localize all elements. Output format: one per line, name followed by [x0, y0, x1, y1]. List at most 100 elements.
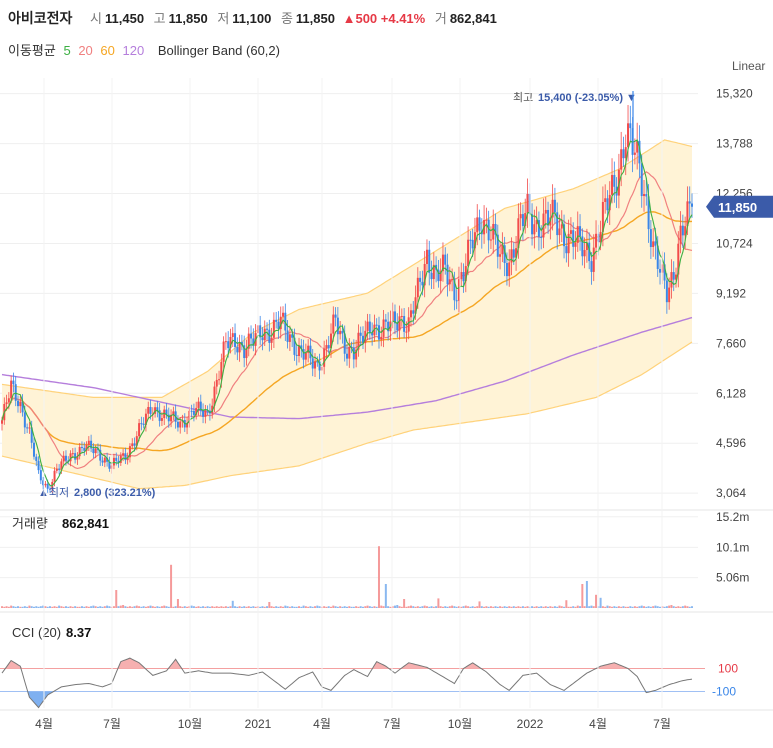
volume-bar: [220, 606, 223, 608]
volume-bar: [12, 606, 15, 608]
candle-body: [60, 461, 63, 470]
volume-bar: [505, 606, 508, 608]
volume-bar: [37, 606, 40, 608]
bollinger-upper-line: [1, 139, 693, 398]
volume-bar: [686, 606, 689, 608]
x-tick-label: 7월: [383, 717, 401, 731]
volume-bar: [21, 606, 24, 608]
candle-body: [649, 229, 652, 248]
candle-body: [668, 287, 671, 303]
volume-bar: [284, 605, 287, 608]
volume-bar: [412, 606, 415, 608]
candle-body: [681, 225, 684, 236]
volume-bar: [174, 606, 177, 608]
volume-bar: [688, 606, 691, 608]
volume-bar: [460, 606, 463, 608]
close-label: 종: [280, 11, 293, 26]
cci-oversold-fill: [2, 691, 692, 708]
candle-body: [439, 271, 442, 282]
volume-bar: [131, 606, 134, 608]
volume-bar: [103, 606, 106, 608]
volume-bar: [371, 606, 374, 608]
x-tick-label: 4월: [589, 717, 607, 731]
candle-body: [39, 470, 42, 481]
candle-body: [471, 239, 474, 249]
indicator-legend[interactable]: 이동평균 5 20 60 120 Bollinger Band (60,2): [8, 40, 284, 59]
candle-body: [688, 201, 691, 204]
volume-bar: [318, 606, 321, 608]
ma5-line: [1, 139, 693, 487]
volume-bar: [176, 599, 179, 608]
volume-bar: [334, 606, 337, 608]
volume-bar: [510, 606, 513, 608]
candle-body: [32, 442, 35, 457]
candle-body: [462, 272, 465, 282]
volume-bar: [611, 606, 614, 608]
volume-bar: [336, 606, 339, 608]
volume-bar: [359, 606, 362, 608]
candle-body: [494, 223, 497, 235]
candle-body: [446, 264, 449, 285]
volume-bar: [572, 606, 575, 608]
candle-body: [521, 214, 524, 227]
volume-bar: [311, 606, 314, 608]
candle-body: [355, 349, 358, 360]
volume-bar: [384, 584, 387, 608]
volume-bar: [343, 606, 346, 608]
scale-mode-label[interactable]: Linear: [732, 59, 766, 73]
volume-bar: [199, 606, 202, 608]
candle-body: [489, 239, 492, 241]
volume-bar: [314, 606, 317, 608]
volume-bar: [501, 606, 504, 608]
volume-bar: [10, 605, 13, 608]
volume-bar: [293, 606, 296, 608]
candle-body: [613, 174, 616, 187]
volume-bar: [473, 606, 476, 608]
candle-body: [622, 149, 625, 159]
volume-bar: [467, 606, 470, 608]
volume-bar: [341, 606, 344, 608]
candle-body: [382, 319, 385, 337]
ma60-label[interactable]: 60: [100, 43, 115, 58]
volume-bar: [309, 606, 312, 608]
volume-bar: [519, 606, 522, 608]
candle-body: [455, 300, 458, 302]
volume-bar: [448, 606, 451, 608]
volume-bar: [544, 606, 547, 608]
candle-body: [30, 427, 33, 443]
candle-body: [346, 353, 348, 359]
volume-bar: [462, 606, 465, 608]
ma20-label[interactable]: 20: [78, 43, 93, 58]
candle-body: [300, 345, 303, 350]
bollinger-label[interactable]: Bollinger Band (60,2): [157, 43, 280, 58]
candle-body: [16, 400, 19, 407]
volume-bar: [7, 606, 10, 608]
volume-bar: [348, 606, 351, 608]
volume-bar: [323, 606, 326, 608]
volume-bar: [259, 606, 262, 608]
volume-bar: [585, 581, 588, 608]
candle-body: [160, 418, 163, 421]
volume-bar: [355, 606, 358, 608]
candle-body: [416, 277, 419, 298]
candle-body: [149, 406, 152, 414]
volume-bar: [222, 606, 225, 608]
volume-bar: [277, 606, 280, 608]
volume-bar: [87, 606, 90, 608]
volume-bar: [487, 606, 490, 608]
candle-body: [686, 201, 689, 227]
candle-body: [112, 457, 115, 466]
ma120-label[interactable]: 120: [122, 43, 145, 58]
volume-bar: [590, 605, 593, 608]
volume-bar: [183, 606, 186, 608]
ma5-label[interactable]: 5: [63, 43, 71, 58]
candle-body: [592, 247, 595, 272]
volume-bar: [71, 606, 74, 608]
candle-body: [23, 412, 26, 428]
candle-body: [515, 248, 518, 258]
candle-body: [467, 239, 470, 267]
candle-body: [12, 380, 15, 385]
volume-bar: [608, 606, 611, 608]
candle-body: [341, 330, 344, 334]
